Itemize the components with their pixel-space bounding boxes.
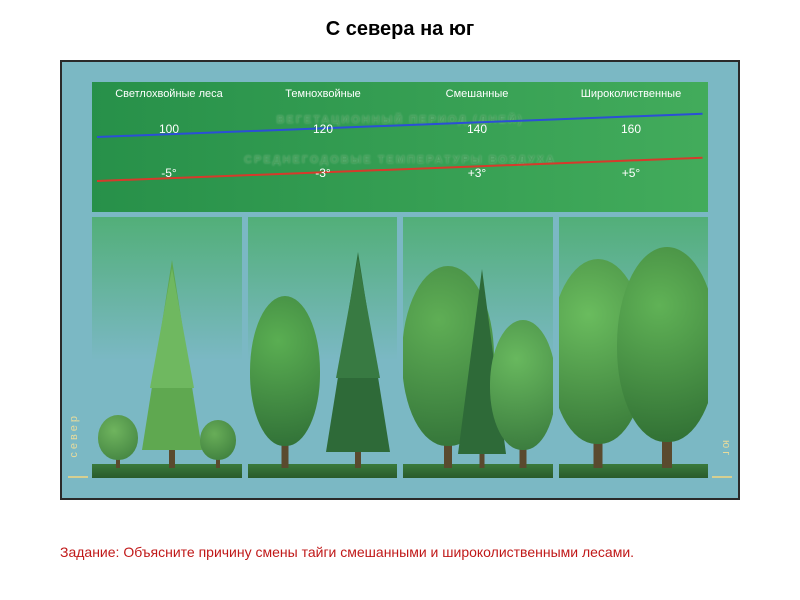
axis-marker [712,476,732,478]
tree-panels [92,217,708,478]
page-title: С севера на юг [0,0,800,53]
panel-broadleaf [559,217,709,478]
temperature-value: -5° [92,166,246,180]
broadleaf-icon [491,318,553,468]
forest-type-label: Широколиственные [554,88,708,112]
vegetation-value: 100 [92,122,246,136]
forest-diagram: Светлохвойные леса Темнохвойные Смешанны… [60,60,740,500]
task-text: Задание: Объясните причину смены тайги с… [60,544,634,560]
forest-type-label: Смешанные [400,88,554,112]
temperature-values-row: -5° -3° +3° +5° [92,166,708,180]
vegetation-value: 140 [400,122,554,136]
light-conifer-icon [142,263,202,468]
vegetation-value: 160 [554,122,708,136]
forest-type-row: Светлохвойные леса Темнохвойные Смешанны… [92,88,708,112]
temperature-value: +5° [554,166,708,180]
north-label: север [68,413,80,458]
temperature-value: -3° [246,166,400,180]
forest-type-label: Светлохвойные леса [92,88,246,112]
broadleaf-icon [250,298,320,468]
vegetation-value: 120 [246,122,400,136]
forest-type-label: Темнохвойные [246,88,400,112]
shrub-icon [200,418,236,468]
dark-conifer-icon [326,253,390,468]
panel-dark-conifer [248,217,398,478]
panel-light-conifer [92,217,242,478]
south-label: юг [720,440,732,458]
broadleaf-icon [621,243,709,468]
panel-mixed [403,217,553,478]
shrub-icon [98,413,138,468]
axis-marker [68,476,88,478]
temperature-value: +3° [400,166,554,180]
vegetation-values-row: 100 120 140 160 [92,122,708,136]
